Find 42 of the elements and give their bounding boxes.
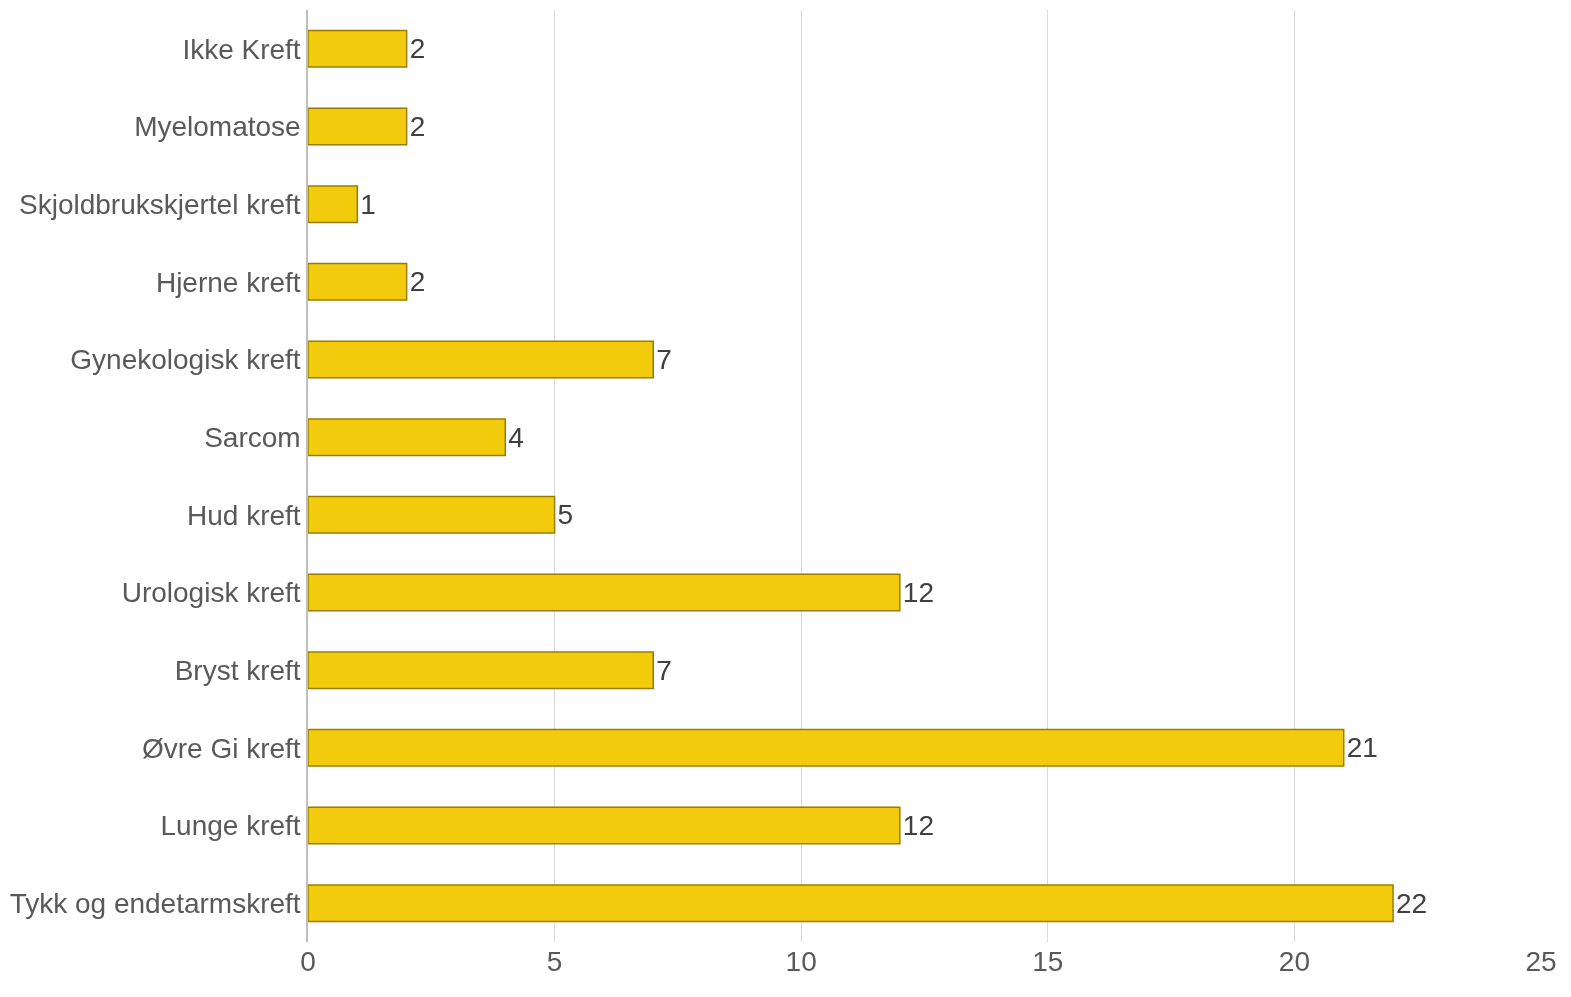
bar — [308, 806, 901, 845]
bar — [308, 573, 901, 612]
x-tick-label: 5 — [546, 946, 563, 977]
data-label: 2 — [409, 111, 426, 142]
y-tick-label: Skjoldbrukskjertel kreft — [18, 188, 301, 220]
y-tick-label: Lunge kreft — [160, 810, 301, 842]
data-label: 2 — [409, 266, 426, 298]
data-label: 12 — [902, 577, 934, 608]
data-label: 7 — [656, 654, 672, 686]
data-label: 2 — [409, 33, 426, 65]
y-tick-label: Hjerne kreft — [155, 266, 301, 298]
data-label: 1 — [360, 188, 376, 220]
data-label: 21 — [1346, 732, 1378, 764]
data-label: 4 — [508, 421, 524, 453]
y-tick-label: Tykk og endetarmskreft — [9, 887, 301, 919]
bar — [308, 262, 408, 301]
x-tick-label: 15 — [1032, 946, 1064, 977]
y-tick-label: Bryst kreft — [174, 654, 301, 686]
data-label: 5 — [557, 499, 574, 531]
y-tick-label: Myelomatose — [134, 111, 301, 143]
y-tick-label: Urologisk kreft — [121, 577, 301, 609]
y-tick-label: Gynekologisk kreft — [70, 344, 301, 376]
bar — [308, 651, 654, 690]
data-label: 22 — [1396, 887, 1428, 919]
bar — [308, 884, 1394, 923]
x-tick-label: 0 — [300, 946, 316, 977]
y-tick-label: Ikke Kreft — [182, 33, 301, 65]
bar — [308, 495, 556, 534]
y-tick-label: Hud kreft — [187, 499, 301, 531]
x-tick-label: 10 — [785, 946, 817, 977]
y-tick-label: Øvre Gi kreft — [141, 732, 301, 764]
bar — [308, 418, 507, 457]
bar — [308, 185, 359, 224]
bar — [308, 29, 408, 68]
x-tick-label: 20 — [1278, 946, 1310, 977]
bar — [308, 107, 408, 146]
bar — [308, 728, 1345, 767]
bar — [308, 340, 654, 379]
data-label: 7 — [656, 344, 672, 375]
data-label: 12 — [902, 810, 934, 841]
x-tick-label: 25 — [1525, 946, 1557, 977]
y-tick-label: Sarcom — [204, 421, 301, 453]
